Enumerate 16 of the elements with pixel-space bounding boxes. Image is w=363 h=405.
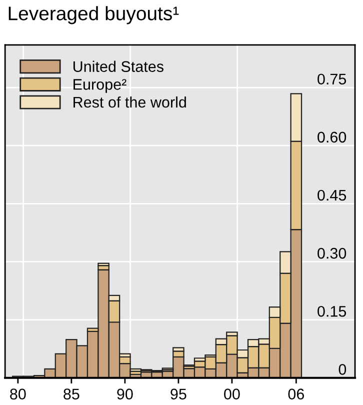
x-tick-label: 06	[288, 388, 304, 400]
y-tick-label: 0.45	[318, 190, 346, 201]
x-tick-label: 80	[10, 388, 26, 400]
legend-label: Rest of the world	[74, 96, 186, 108]
legend-label: United States	[73, 60, 164, 72]
legend-label: Europe²	[74, 79, 126, 93]
x-tick-label: 90	[117, 388, 133, 400]
y-tick-label: 0.15	[318, 306, 346, 317]
y-tick-label: 0	[338, 364, 346, 375]
x-tick-label: 00	[224, 388, 240, 400]
y-tick-label: 0.60	[318, 132, 346, 143]
y-tick-label: 0.30	[318, 248, 346, 259]
y-tick-label: 0.75	[318, 74, 346, 85]
x-tick-label: 95	[170, 388, 186, 400]
chart-title: Leveraged buyouts¹	[8, 6, 179, 24]
x-tick-label: 85	[64, 388, 80, 400]
